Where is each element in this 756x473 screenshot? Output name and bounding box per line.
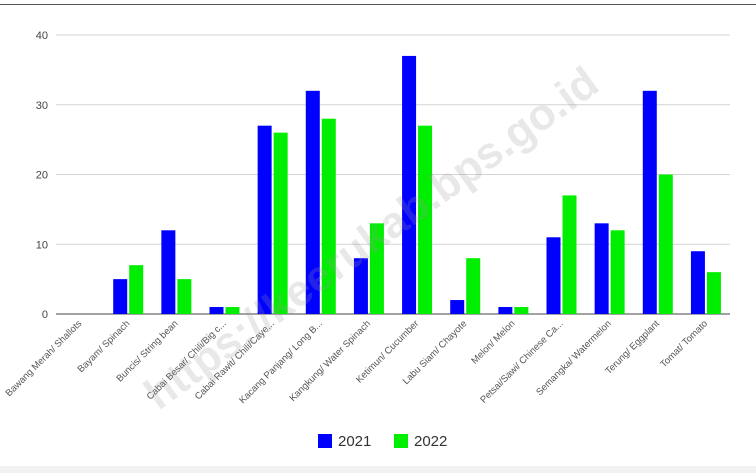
bar-2021-8[interactable] [450,300,465,314]
y-tick-label: 40 [36,30,48,42]
x-tick-label: Petsai/Sawi/ Chinese Ca... [478,318,565,405]
x-tick-label: Bawang Merah/ Shallots [4,318,85,399]
bar-2022-4[interactable] [273,132,288,314]
bar-2022-8[interactable] [466,258,481,314]
bar-2021-7[interactable] [402,55,417,315]
bar-2021-11[interactable] [594,223,609,314]
bar-2022-12[interactable] [658,174,673,315]
y-axis-ticks: 0 10 20 30 40 [36,30,48,321]
gridlines [56,34,730,315]
bottom-band [0,466,756,473]
bar-2021-1[interactable] [113,279,128,314]
bar-2021-13[interactable] [690,251,705,314]
bar-2021-6[interactable] [353,258,368,314]
y-tick-label: 0 [42,309,48,321]
legend-label-2021[interactable]: 2021 [338,433,371,450]
top-divider [0,4,756,5]
legend-swatch-2021[interactable] [318,434,332,448]
bar-2021-9[interactable] [498,307,513,314]
bars [113,55,721,315]
x-tick-label: Kangkung/ Water Spinach [287,318,373,404]
bar-2021-5[interactable] [305,90,320,314]
bar-2022-9[interactable] [514,307,529,314]
bar-2022-11[interactable] [610,230,625,314]
x-tick-label: Melon/ Melon [469,318,517,366]
bar-2022-1[interactable] [129,265,144,314]
bar-2021-3[interactable] [209,307,224,314]
bar-2021-12[interactable] [642,90,657,314]
bar-2022-5[interactable] [321,118,336,314]
legend-label-2022[interactable]: 2022 [414,433,447,450]
bar-2022-6[interactable] [369,223,384,314]
y-tick-label: 30 [36,100,48,112]
bar-2022-10[interactable] [562,195,577,314]
bar-2021-2[interactable] [161,230,176,314]
bar-2022-2[interactable] [177,279,192,314]
y-tick-label: 20 [36,170,48,182]
bar-2021-10[interactable] [546,237,561,314]
y-tick-label: 10 [36,239,48,251]
bar-2022-3[interactable] [225,307,240,314]
legend-swatch-2022[interactable] [394,434,408,448]
bar-2022-7[interactable] [418,125,433,314]
legend[interactable]: 2021 2022 [318,433,447,450]
bar-2022-13[interactable] [706,272,721,314]
bar-2021-4[interactable] [257,125,272,314]
x-tick-label: Tomat/ Tomato [658,318,710,370]
